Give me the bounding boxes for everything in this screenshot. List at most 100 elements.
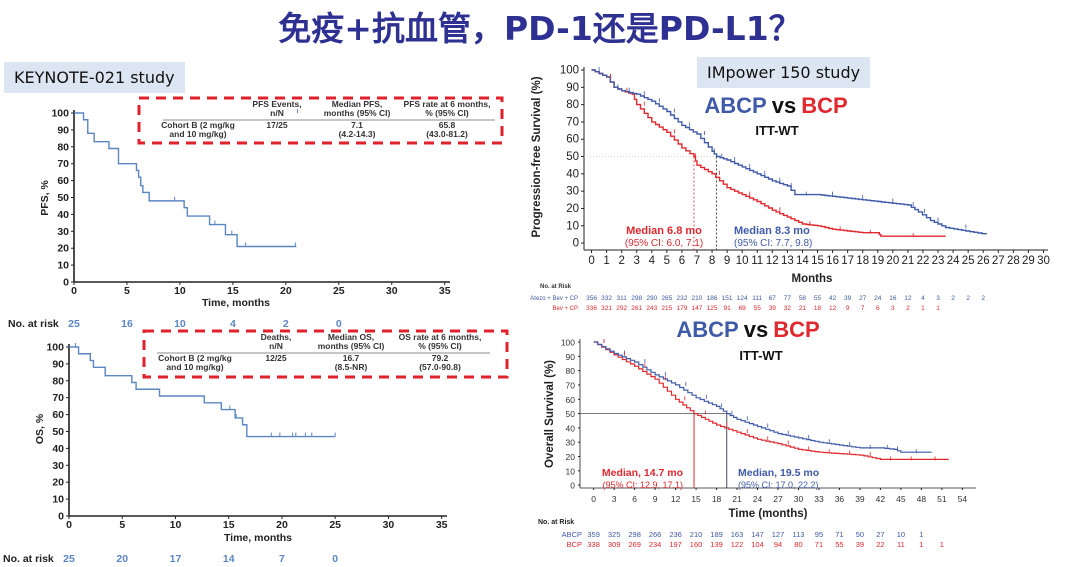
table-header: OS rate at 6 months, — [399, 332, 482, 342]
risk-count: 338 — [587, 540, 600, 549]
risk-count: 269 — [628, 540, 641, 549]
risk-count: 4 — [230, 318, 236, 330]
x-tick-label: 13 — [781, 255, 794, 267]
risk-count: 2 — [951, 295, 955, 302]
pfs-median-bcp: Median 6.8 mo — [626, 225, 702, 237]
risk-count: 210 — [692, 295, 703, 302]
risk-count: 2 — [966, 295, 970, 302]
risk-count: 127 — [772, 530, 785, 539]
risk-count: 3 — [891, 305, 895, 312]
x-tick-label: 51 — [937, 494, 947, 504]
risk-count: 39 — [856, 540, 864, 549]
x-tick-label: 6 — [632, 494, 637, 504]
risk-count: 325 — [608, 530, 621, 539]
y-tick-label: 40 — [566, 168, 579, 180]
risk-count: 58 — [799, 295, 807, 302]
risk-count: 113 — [792, 530, 804, 539]
x-tick-label: 19 — [871, 255, 884, 267]
os-median-bcp: Median, 14.7 mo — [602, 467, 683, 479]
pfs-median-abcp-ci: (95% CI: 7.7, 9.8) — [734, 238, 812, 249]
y-tick-label: 10 — [566, 220, 579, 232]
risk-count: 104 — [751, 540, 764, 549]
risk-count: 27 — [859, 295, 867, 302]
y-tick-label: 30 — [52, 460, 64, 472]
table-cell: (43.0-81.2) — [426, 129, 468, 139]
keynote-study-label: KEYNOTE-021 study — [4, 62, 185, 93]
x-tick-label: 21 — [732, 494, 742, 504]
pfs-risk-label: No. at risk — [8, 318, 59, 330]
risk-count: 292 — [616, 305, 627, 312]
x-tick-label: 0 — [66, 519, 72, 531]
y-tick-label: 80 — [566, 366, 576, 376]
x-tick-label: 30 — [794, 494, 804, 504]
impower-os-risk-arm-a: ABCP — [562, 530, 582, 539]
x-tick-label: 17 — [841, 255, 854, 267]
table-cell: 17/25 — [266, 120, 288, 130]
y-tick-label: 100 — [561, 338, 575, 348]
risk-count: 69 — [739, 305, 747, 312]
risk-count: 2 — [283, 318, 289, 330]
table-header: PFS rate at 6 months, — [404, 99, 491, 109]
risk-count: 16 — [121, 318, 133, 330]
slide-title: 免疫+抗血管，PD-1还是PD-L1？ — [278, 9, 802, 48]
risk-count: 243 — [646, 305, 657, 312]
risk-count: 39 — [769, 305, 777, 312]
pfs-curve — [74, 112, 297, 248]
x-tick-label: 20 — [276, 519, 288, 531]
x-tick-label: 4 — [649, 255, 656, 267]
y-tick-label: 50 — [566, 151, 579, 163]
x-tick-label: 8 — [709, 255, 715, 267]
pfs-x-axis-label: Time, months — [202, 297, 270, 309]
risk-count: 124 — [737, 295, 748, 302]
x-tick-label: 22 — [917, 255, 930, 267]
x-tick-label: 54 — [958, 494, 968, 504]
y-tick-label: 90 — [566, 82, 579, 94]
risk-count: 7 — [861, 305, 865, 312]
y-tick-label: 50 — [52, 426, 64, 438]
os-median-abcp: Median, 19.5 mo — [738, 467, 819, 479]
y-tick-label: 0 — [570, 481, 575, 491]
risk-count: 1 — [919, 530, 923, 539]
y-tick-label: 20 — [52, 477, 64, 489]
risk-count: 359 — [587, 530, 600, 539]
risk-count: 20 — [116, 553, 128, 565]
risk-count: 265 — [661, 295, 672, 302]
risk-count: 298 — [631, 295, 642, 302]
x-tick-label: 0 — [588, 255, 594, 267]
y-tick-label: 50 — [57, 192, 69, 204]
x-tick-label: 26 — [977, 255, 990, 267]
risk-count: 179 — [676, 305, 687, 312]
y-tick-label: 80 — [57, 141, 69, 153]
x-tick-label: 0 — [71, 285, 77, 297]
risk-count: 24 — [874, 295, 882, 302]
risk-count: 17 — [170, 553, 182, 565]
table-row-label: Cohort B (2 mg/kg — [158, 353, 232, 363]
y-tick-label: 80 — [566, 99, 579, 111]
y-tick-label: 40 — [52, 443, 64, 455]
x-tick-label: 1 — [603, 255, 609, 267]
bcp-curve — [591, 69, 946, 237]
risk-count: 356 — [586, 295, 597, 302]
risk-count: 18 — [814, 305, 822, 312]
risk-count: 1 — [921, 305, 925, 312]
impower-os-population: ITT-WT — [739, 348, 782, 363]
table-cell: (4.2-14.3) — [339, 129, 376, 139]
y-tick-label: 0 — [58, 511, 64, 523]
table-row-label: and 10 mg/kg) — [166, 362, 223, 372]
impower-pfs-x-axis-label: Months — [792, 273, 833, 285]
impower-pfs-risk-arm-b: Bev + CP — [552, 306, 578, 312]
x-tick-label: 10 — [174, 285, 186, 297]
x-tick-label: 3 — [634, 255, 640, 267]
x-tick-label: 10 — [170, 519, 182, 531]
x-tick-label: 35 — [439, 285, 451, 297]
risk-count: 1 — [940, 540, 944, 549]
x-tick-label: 30 — [386, 285, 398, 297]
x-tick-label: 3 — [612, 494, 617, 504]
x-tick-label: 9 — [724, 255, 730, 267]
risk-count: 10 — [897, 530, 905, 539]
x-tick-label: 15 — [691, 494, 701, 504]
risk-count: 111 — [752, 295, 762, 302]
risk-count: 71 — [815, 540, 823, 549]
y-tick-label: 70 — [566, 380, 576, 390]
